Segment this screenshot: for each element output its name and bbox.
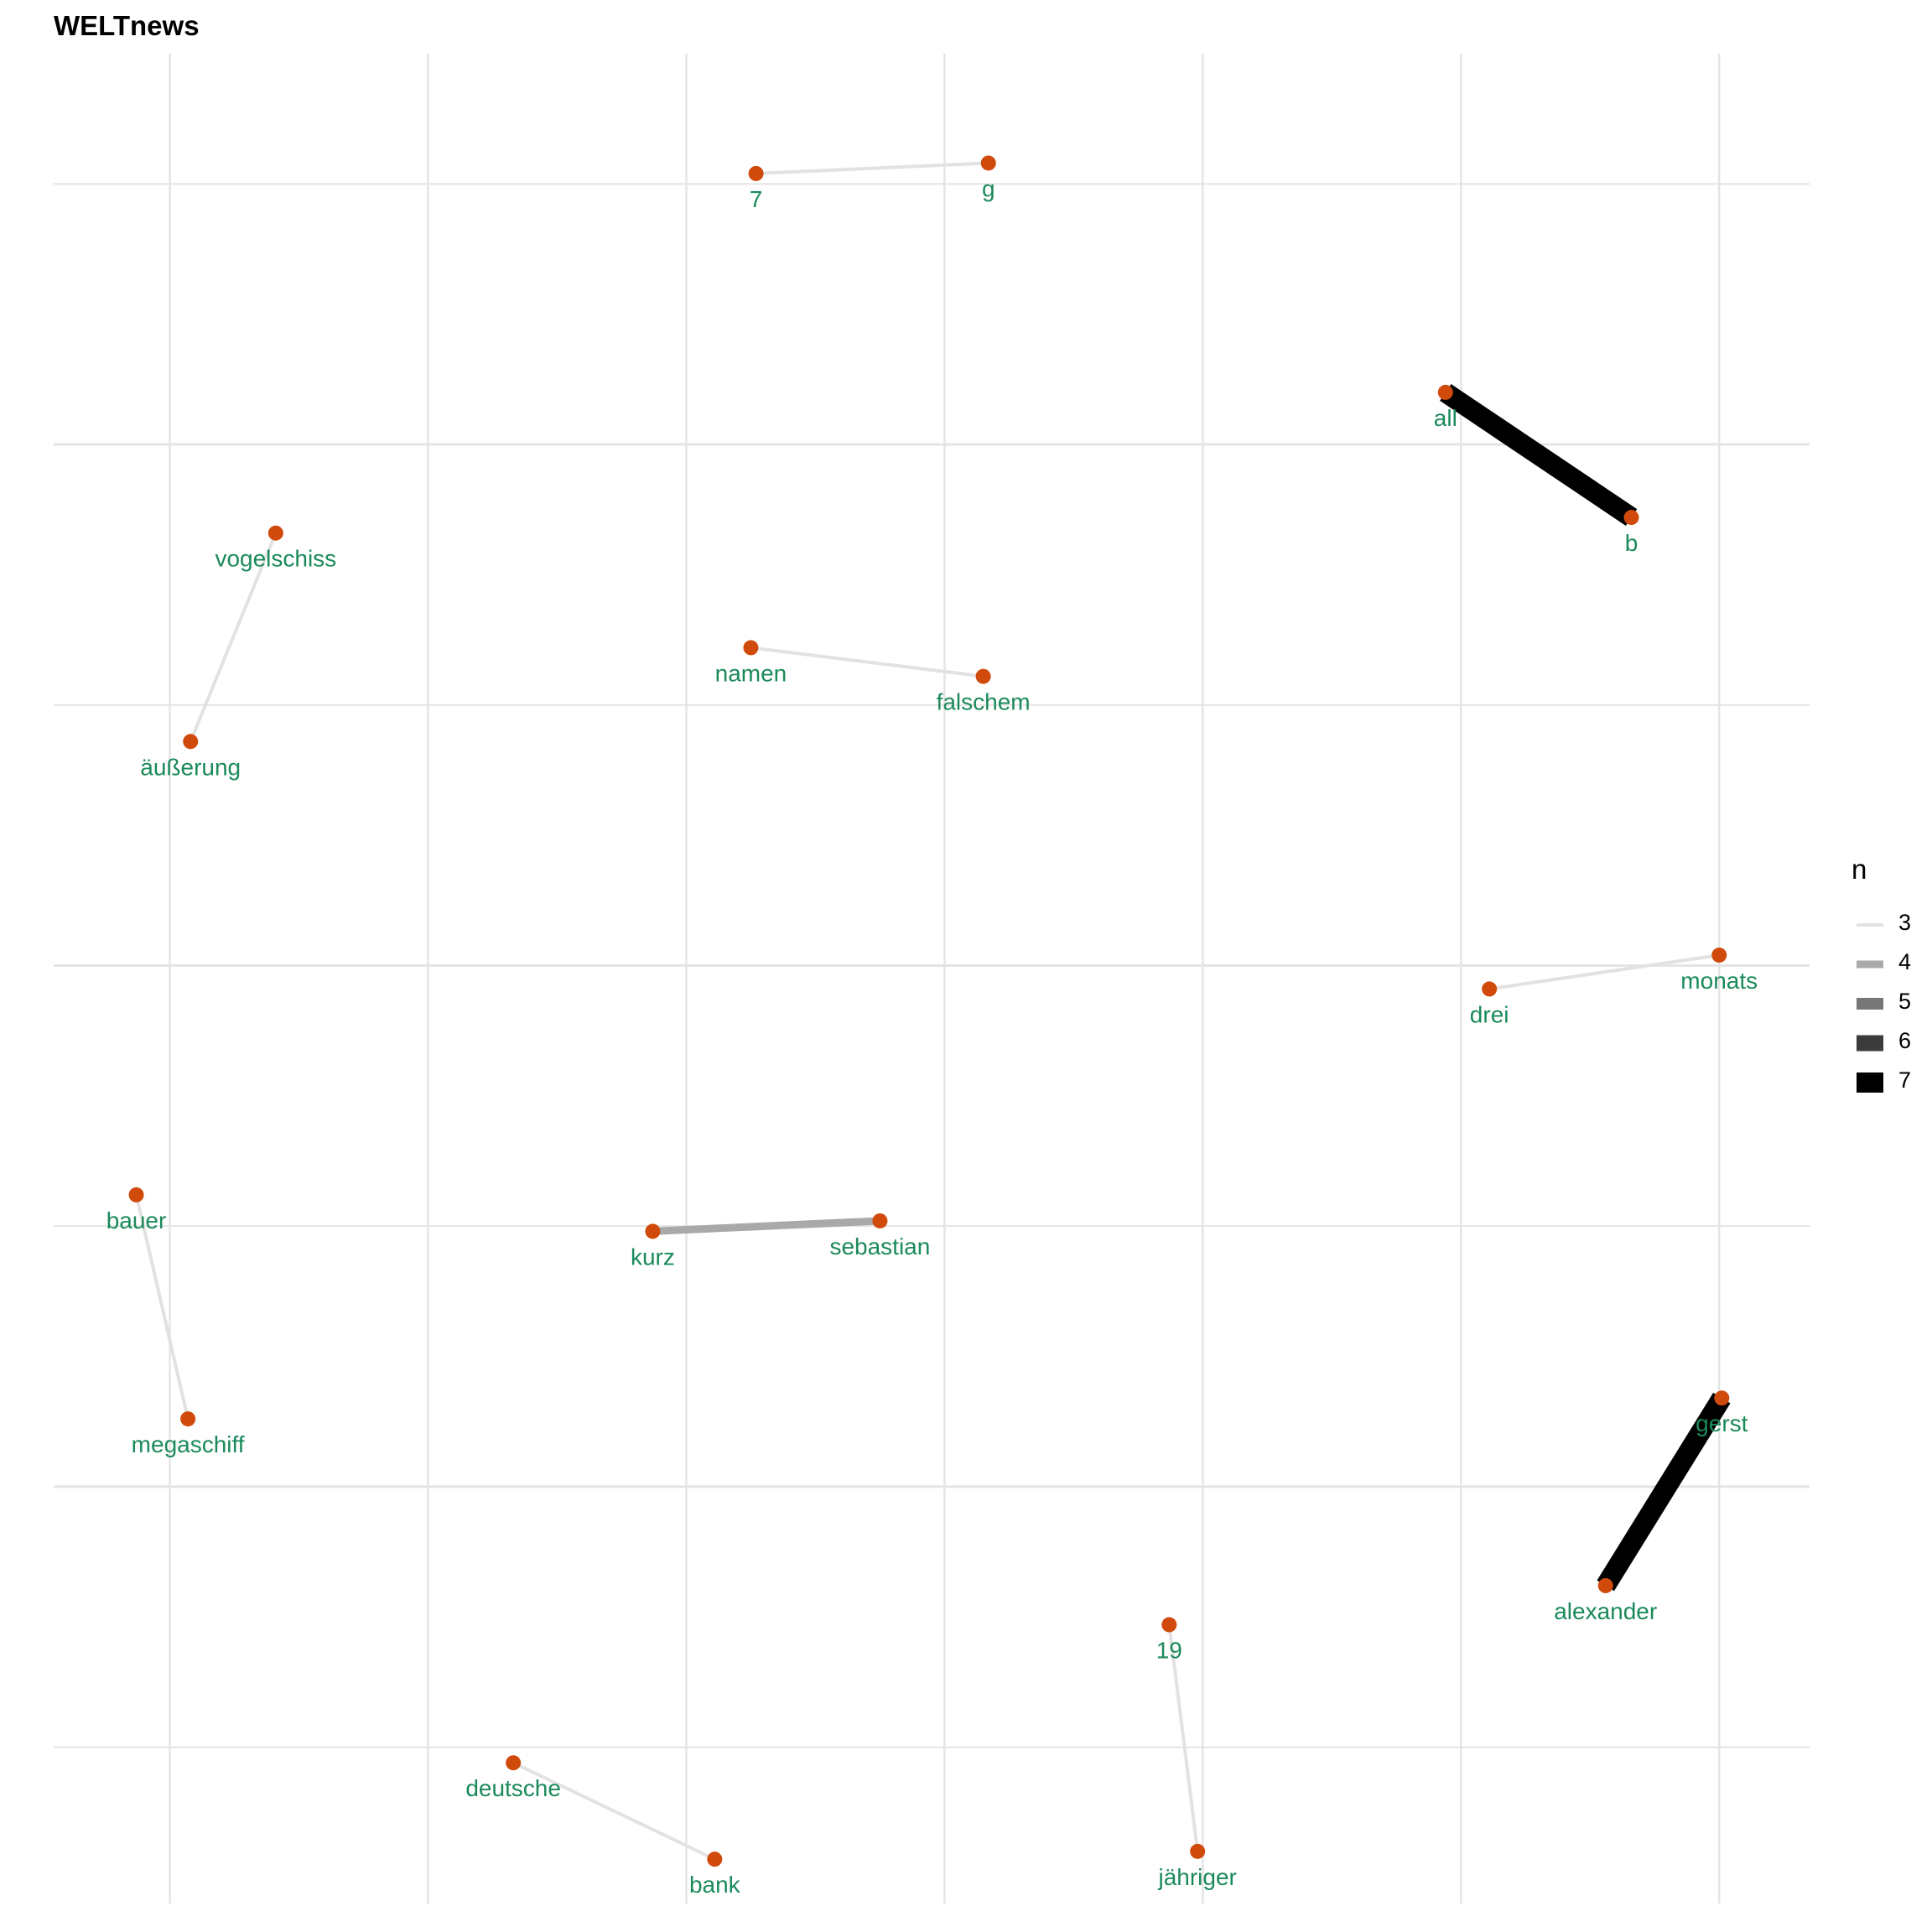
legend-key-bar (1857, 1035, 1883, 1052)
edges (134, 161, 1731, 1861)
edge-7-g (756, 161, 989, 175)
node-sebastian (872, 1213, 888, 1228)
node-drei (1482, 981, 1498, 997)
node-label-jähriger: jähriger (1157, 1864, 1236, 1890)
node-label-19: 19 (1156, 1638, 1182, 1664)
legend-entries: 3 4 5 6 7 (1845, 906, 1929, 1103)
node-label-sebastian: sebastian (829, 1233, 930, 1259)
legend-label: 6 (1898, 1028, 1912, 1053)
node-label-deutsche: deutsche (465, 1775, 561, 1801)
legend-entry: 4 (1845, 945, 1929, 984)
edge-19-jähriger (1167, 1624, 1200, 1852)
legend-entry: 3 (1845, 906, 1929, 945)
legend-label: 4 (1898, 949, 1912, 974)
node-label-b: b (1625, 530, 1639, 556)
node-label-all: all (1434, 405, 1457, 431)
legend-entry: 6 (1845, 1024, 1929, 1063)
node-label-megaschiff: megaschiff (132, 1431, 245, 1457)
node-label-falschem: falschem (937, 689, 1031, 715)
legend-key-bar (1857, 1072, 1883, 1093)
edge-bauer-megaschiff (134, 1194, 190, 1420)
node-label-drei: drei (1470, 1001, 1509, 1027)
node-label-monats: monats (1680, 968, 1758, 994)
node-bank (707, 1852, 723, 1867)
node-alexander (1597, 1577, 1613, 1593)
legend-title: n (1852, 854, 1867, 885)
node-jähriger (1190, 1843, 1206, 1859)
legend-key (1855, 1029, 1885, 1057)
node-namen (743, 640, 759, 656)
node-label-alexander: alexander (1554, 1598, 1657, 1624)
legend-key (1855, 950, 1885, 979)
node-gerst (1714, 1390, 1730, 1406)
node-label-bauer: bauer (106, 1208, 167, 1233)
nodes (128, 155, 1730, 1867)
node-label-namen: namen (715, 660, 787, 686)
node-falschem (975, 668, 991, 684)
legend-key (1855, 989, 1885, 1018)
legend-label: 7 (1898, 1067, 1912, 1093)
legend: n 3 4 5 6 7 (1845, 854, 1929, 1103)
node-deutsche (506, 1755, 522, 1771)
edge-deutsche-bank (512, 1761, 716, 1861)
legend-key-bar (1857, 998, 1883, 1010)
legend-key-bar (1857, 960, 1883, 969)
legend-entry: 5 (1845, 984, 1929, 1024)
edge-drei-monats (1488, 953, 1720, 991)
node-label-äußerung: äußerung (140, 754, 241, 780)
node-label-bank: bank (689, 1872, 741, 1898)
node-all (1437, 384, 1453, 400)
node-bauer (128, 1187, 144, 1202)
node-label-kurz: kurz (631, 1244, 675, 1270)
node-b (1623, 510, 1639, 526)
edge-namen-falschem (750, 646, 984, 678)
node-label-vogelschiss: vogelschiss (215, 546, 336, 572)
node-kurz (645, 1223, 661, 1239)
node-g (980, 155, 996, 171)
node-label-g: g (982, 175, 995, 201)
node-19 (1161, 1617, 1177, 1633)
node-label-gerst: gerst (1696, 1410, 1748, 1436)
edge-kurz-sebastian (652, 1217, 880, 1235)
edge-vogelschiss-äußerung (189, 532, 278, 743)
node-monats (1711, 948, 1727, 963)
legend-label: 5 (1898, 989, 1912, 1014)
node-7 (748, 165, 764, 181)
chart-title: WELTnews (54, 10, 200, 41)
node-label-7: 7 (750, 186, 763, 212)
legend-entry: 7 (1845, 1063, 1929, 1103)
node-megaschiff (180, 1411, 196, 1427)
node-äußerung (183, 734, 199, 750)
grid-lines (54, 54, 1810, 1903)
edge-gerst-alexander (1597, 1392, 1731, 1592)
legend-key (1855, 911, 1885, 939)
legend-key (1855, 1068, 1885, 1097)
node-vogelschiss (267, 525, 283, 541)
legend-label: 3 (1898, 910, 1912, 935)
node-labels: 7 g all b vogelschiss äußerung namen falschem dr… (106, 175, 1758, 1898)
legend-key-bar (1857, 923, 1883, 927)
edge-all-b (1440, 383, 1638, 527)
